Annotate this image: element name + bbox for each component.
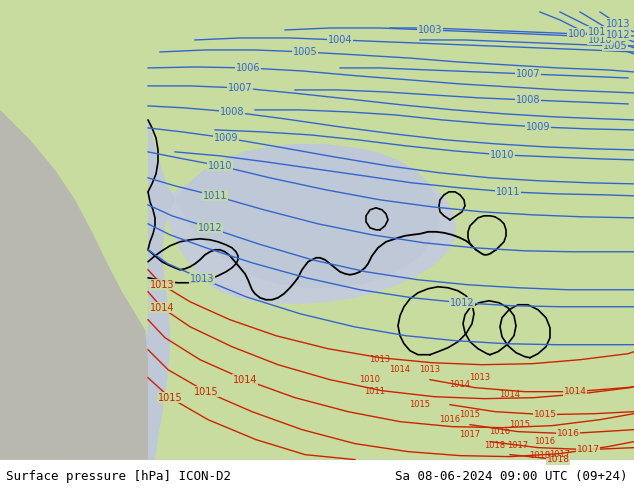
- Text: 1011: 1011: [588, 27, 612, 37]
- Polygon shape: [148, 0, 440, 460]
- Text: 1015: 1015: [533, 410, 557, 419]
- Text: 1010: 1010: [588, 35, 612, 45]
- Text: 1004: 1004: [328, 35, 353, 45]
- Text: 1015: 1015: [158, 392, 183, 403]
- Text: 1003: 1003: [418, 25, 443, 35]
- Polygon shape: [0, 0, 634, 460]
- Text: 1004: 1004: [568, 29, 592, 39]
- Text: 1018: 1018: [484, 441, 505, 450]
- Text: 1015: 1015: [460, 410, 481, 419]
- Text: 1016: 1016: [439, 415, 460, 424]
- Text: 1015: 1015: [510, 420, 531, 429]
- Bar: [0, 0, 70, 460]
- Text: 1017: 1017: [576, 445, 600, 454]
- Text: 1007: 1007: [228, 83, 252, 93]
- Text: 1012: 1012: [605, 30, 630, 40]
- Text: 1014: 1014: [389, 365, 410, 374]
- Text: 1012: 1012: [198, 223, 223, 233]
- Text: 1005: 1005: [603, 41, 627, 51]
- Text: 1015: 1015: [410, 400, 430, 409]
- Text: 1010: 1010: [208, 161, 232, 171]
- Text: 1011: 1011: [203, 191, 227, 201]
- Text: 1014: 1014: [150, 303, 174, 313]
- Text: 1011: 1011: [365, 387, 385, 396]
- Text: 1011: 1011: [496, 187, 521, 197]
- Text: 1013: 1013: [420, 365, 441, 374]
- Text: 1018: 1018: [529, 451, 550, 460]
- Text: 1005: 1005: [293, 47, 317, 57]
- Text: 1014: 1014: [564, 387, 586, 396]
- Text: 1016: 1016: [557, 429, 579, 438]
- Polygon shape: [456, 90, 634, 460]
- Polygon shape: [0, 0, 150, 460]
- Text: 1013: 1013: [605, 19, 630, 29]
- Text: 1006: 1006: [236, 63, 260, 73]
- Text: 1013: 1013: [370, 355, 391, 364]
- Text: 1010: 1010: [359, 375, 380, 384]
- Polygon shape: [148, 0, 456, 460]
- Text: Sa 08-06-2024 09:00 UTC (09+24): Sa 08-06-2024 09:00 UTC (09+24): [395, 470, 628, 483]
- Text: 1009: 1009: [214, 133, 238, 143]
- Text: 1013: 1013: [150, 280, 174, 290]
- Text: 1009: 1009: [526, 122, 550, 132]
- Text: 1010: 1010: [489, 150, 514, 160]
- Text: Surface pressure [hPa] ICON-D2: Surface pressure [hPa] ICON-D2: [6, 470, 231, 483]
- Text: 1014: 1014: [500, 390, 521, 399]
- Text: 1017: 1017: [460, 430, 481, 439]
- Text: 1007: 1007: [515, 69, 540, 79]
- Text: 1013: 1013: [190, 274, 214, 284]
- Text: 1014: 1014: [233, 375, 257, 385]
- Text: 1008: 1008: [220, 107, 244, 117]
- Text: 1014: 1014: [450, 380, 470, 389]
- Text: 1017: 1017: [550, 450, 571, 459]
- Text: 1016: 1016: [534, 437, 555, 446]
- Text: 1016: 1016: [489, 427, 510, 436]
- Text: 1015: 1015: [194, 387, 218, 397]
- Polygon shape: [0, 0, 150, 460]
- Text: 1008: 1008: [515, 95, 540, 105]
- Text: 1012: 1012: [450, 298, 474, 308]
- Text: 1013: 1013: [469, 373, 491, 382]
- Text: 1018: 1018: [547, 455, 569, 464]
- Text: 1017: 1017: [507, 441, 529, 450]
